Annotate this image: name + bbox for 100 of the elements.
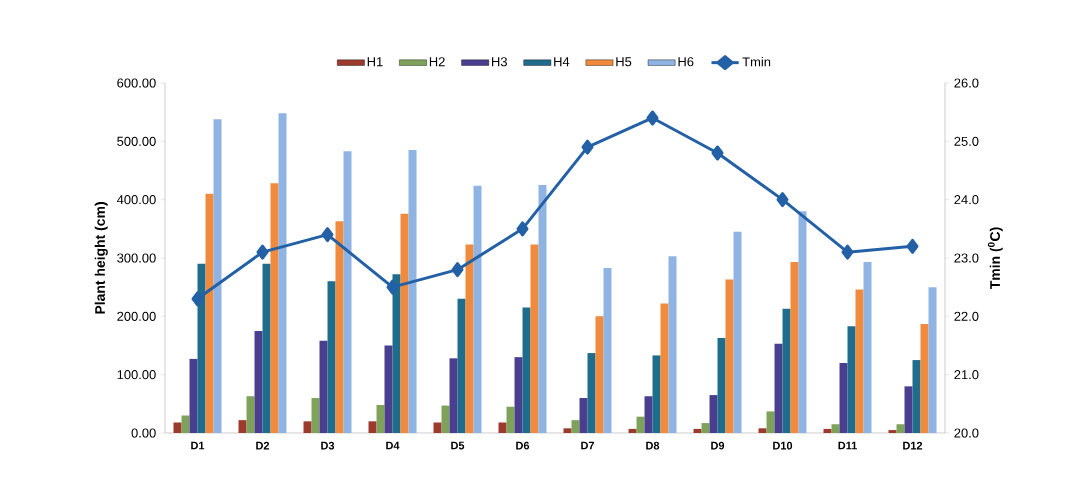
bar — [798, 211, 807, 433]
bar — [636, 416, 645, 433]
bar — [733, 231, 742, 433]
bar — [701, 423, 710, 433]
bar — [514, 357, 523, 433]
y-tick-label: 200.00 — [117, 311, 156, 321]
y2-tick-label: 22.0 — [954, 311, 979, 321]
bar — [197, 263, 206, 433]
y-tick-label: 400.00 — [116, 195, 156, 205]
y2-tick-label: 25.0 — [954, 136, 979, 146]
bar — [368, 421, 377, 433]
bar — [628, 428, 637, 433]
point — [906, 238, 919, 254]
x-tick-label: D10 — [773, 441, 793, 450]
point — [646, 110, 659, 126]
bar — [246, 396, 255, 433]
bar — [644, 396, 653, 433]
bar — [668, 256, 677, 433]
bar — [498, 422, 507, 433]
x-tick-label: D4 — [386, 441, 400, 450]
bar — [538, 185, 547, 433]
bar — [709, 395, 718, 433]
bar — [579, 397, 588, 433]
bar — [319, 340, 328, 433]
x-tick-label: D7 — [581, 441, 595, 450]
bar — [782, 308, 791, 433]
x-tick-label: D5 — [451, 441, 465, 450]
bar — [522, 307, 531, 433]
bar — [920, 323, 929, 433]
legend-label: H3 — [492, 57, 507, 67]
point — [451, 262, 464, 278]
point — [841, 244, 854, 260]
x-tick-label: D2 — [256, 441, 270, 450]
bar — [904, 386, 913, 433]
bar — [173, 422, 182, 433]
y2-tick-label: 23.0 — [954, 253, 979, 263]
bar — [384, 345, 393, 433]
point — [321, 227, 334, 243]
x-tick-label: D9 — [711, 441, 725, 450]
y-axis-title: Plant height (cm) — [94, 202, 108, 314]
bar — [774, 343, 783, 433]
bar — [758, 428, 767, 433]
x-tick-label: D12 — [903, 441, 923, 450]
y-tick-label: 0.00 — [131, 428, 156, 438]
y2-tick-label: 21.0 — [954, 370, 979, 380]
bar — [563, 428, 572, 433]
bar — [213, 119, 222, 433]
bar — [660, 303, 669, 433]
bar — [408, 150, 417, 433]
bar — [465, 244, 474, 433]
bar — [506, 406, 515, 433]
bar — [303, 421, 312, 433]
bar — [433, 422, 442, 433]
bar — [262, 263, 271, 433]
legend-label: H2 — [429, 57, 445, 67]
bar — [928, 287, 937, 433]
bar — [831, 424, 840, 433]
y-tick-label: 600.00 — [117, 78, 156, 88]
bar — [400, 213, 409, 433]
bar — [278, 113, 287, 433]
bar — [457, 298, 466, 433]
point — [191, 291, 204, 307]
bar — [376, 404, 385, 433]
bar — [587, 353, 596, 433]
y-tick-label: 500.00 — [117, 136, 156, 146]
bar — [855, 289, 864, 433]
x-tick-label: D6 — [516, 441, 530, 450]
point — [516, 221, 529, 237]
bar — [335, 221, 344, 433]
point — [386, 279, 399, 295]
bar — [254, 330, 263, 433]
bar — [189, 358, 198, 433]
y2-tick-label: 24.0 — [954, 195, 979, 205]
bar — [896, 424, 905, 433]
bar — [530, 244, 539, 433]
bar — [693, 428, 702, 433]
x-tick-label: D3 — [321, 441, 335, 450]
bar — [847, 326, 856, 433]
legend-label: Tmin — [742, 56, 771, 67]
point — [256, 244, 269, 260]
bar — [839, 362, 848, 433]
bar — [181, 415, 190, 433]
legend-label: H6 — [678, 57, 694, 67]
bar — [823, 428, 832, 433]
bar — [343, 151, 352, 433]
x-tick-label: D1 — [191, 441, 205, 450]
bar — [449, 358, 458, 433]
y-tick-label: 100.00 — [117, 370, 156, 380]
point — [711, 145, 724, 161]
bar — [441, 405, 450, 433]
legend-label: H4 — [554, 57, 570, 67]
bar — [238, 420, 247, 433]
bar — [473, 185, 482, 433]
y2-axis-title: Tmin ($^{0}$C) — [987, 227, 1003, 290]
bar — [392, 274, 401, 433]
bar — [311, 397, 320, 433]
bar — [717, 337, 726, 433]
bar — [595, 316, 604, 433]
y-tick-label: 300.00 — [117, 253, 156, 263]
bar — [725, 279, 734, 433]
